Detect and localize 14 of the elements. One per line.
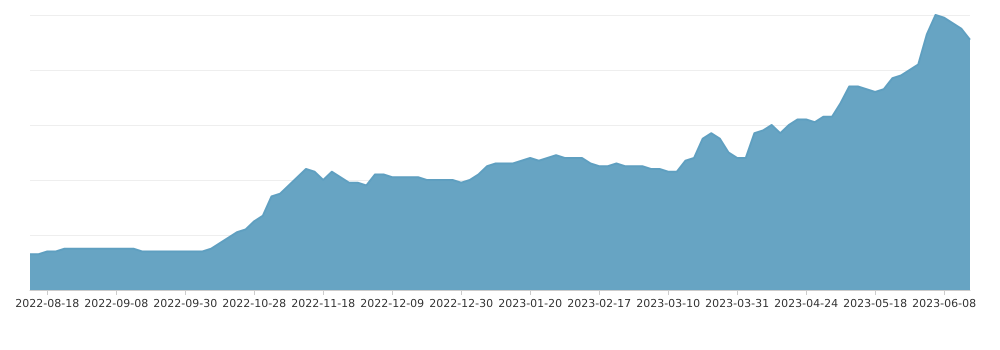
x-tick-label: 2023-01-20	[498, 297, 562, 310]
x-tick-label: 2022-08-18	[15, 297, 80, 310]
x-tick-label: 2023-03-10	[636, 297, 700, 310]
x-tick-label: 2023-05-18	[843, 297, 908, 310]
x-tick-label: 2023-03-31	[705, 297, 770, 310]
x-tick-label: 2022-12-30	[429, 297, 494, 310]
x-tick-label: 2023-02-17	[567, 297, 632, 310]
x-tick-label: 2022-11-18	[291, 297, 356, 310]
x-tick-label: 2022-09-30	[153, 297, 218, 310]
x-tick-label: 2022-10-28	[222, 297, 286, 310]
x-tick-label: 2022-12-09	[360, 297, 424, 310]
x-tick-label: 2023-04-24	[774, 297, 838, 310]
x-tick-label: 2023-06-08	[912, 297, 976, 310]
x-tick-label: 2022-09-08	[84, 297, 148, 310]
